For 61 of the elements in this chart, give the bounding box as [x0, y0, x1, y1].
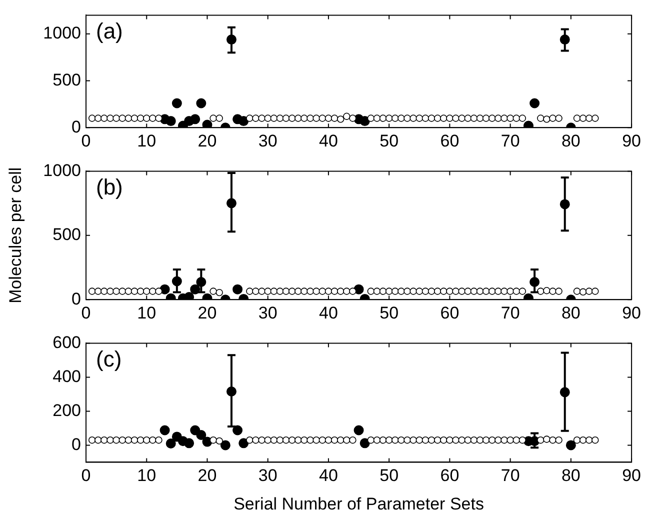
point	[166, 438, 176, 448]
point	[220, 440, 230, 450]
point	[184, 438, 194, 448]
y-tick-label: 200	[52, 400, 81, 420]
y-tick-label: 0	[72, 117, 81, 136]
x-tick-label: 70	[500, 131, 520, 150]
y-tick-label: 400	[52, 366, 81, 386]
annotation: (a)	[96, 18, 123, 44]
x-tick-label: 10	[137, 303, 156, 322]
x-tick-label: 30	[258, 466, 278, 486]
point	[190, 284, 200, 294]
x-tick-label: 50	[380, 131, 399, 150]
point	[238, 438, 249, 448]
point	[190, 114, 200, 124]
x-tick-label: 40	[319, 303, 338, 322]
y-axis-title: Molecules per cell	[6, 167, 25, 304]
point	[360, 438, 370, 448]
y-tick-label: 1000	[43, 24, 81, 43]
y-tick-label: 0	[72, 434, 81, 454]
x-tick-label: 40	[319, 466, 338, 486]
y-tick-label: 0	[72, 289, 81, 308]
y-tick-label: 1000	[43, 160, 81, 180]
point	[354, 425, 364, 436]
point	[166, 116, 176, 126]
x-tick-label: 70	[500, 303, 520, 322]
point	[232, 425, 243, 436]
x-tick-label: 80	[561, 466, 580, 486]
y-tick-label: 600	[52, 332, 81, 352]
x-tick-label: 50	[380, 466, 399, 486]
x-tick-label: 20	[198, 466, 217, 486]
x-tick-label: 70	[500, 466, 520, 486]
x-tick-label: 90	[622, 466, 642, 486]
x-tick-label: 80	[561, 303, 580, 322]
point	[160, 425, 170, 436]
x-tick-label: 20	[198, 131, 217, 150]
x-tick-label: 60	[440, 131, 460, 150]
annotation: (c)	[96, 346, 122, 372]
x-tick-label: 20	[198, 303, 217, 322]
point	[360, 116, 370, 126]
x-tick-label: 60	[440, 303, 460, 322]
x-tick-label: 10	[137, 466, 156, 486]
point	[196, 430, 206, 440]
annotation: (b)	[96, 174, 123, 200]
y-tick-label: 500	[52, 70, 81, 90]
point	[530, 98, 540, 108]
x-tick-label: 50	[380, 303, 399, 322]
point	[238, 116, 249, 126]
point	[202, 120, 212, 128]
x-tick-label: 30	[258, 131, 278, 150]
x-tick-label: 80	[561, 131, 580, 150]
x-tick-label: 40	[319, 131, 338, 150]
x-tick-label: 90	[622, 131, 642, 150]
point	[184, 292, 194, 300]
x-tick-label: 90	[622, 303, 642, 322]
x-tick-label: 60	[440, 466, 460, 486]
point	[566, 440, 576, 450]
x-axis-title: Serial Number of Parameter Sets	[234, 494, 484, 514]
point	[232, 284, 243, 294]
x-tick-label: 10	[137, 131, 156, 150]
x-tick-label: 30	[258, 303, 278, 322]
y-tick-label: 500	[52, 225, 81, 244]
